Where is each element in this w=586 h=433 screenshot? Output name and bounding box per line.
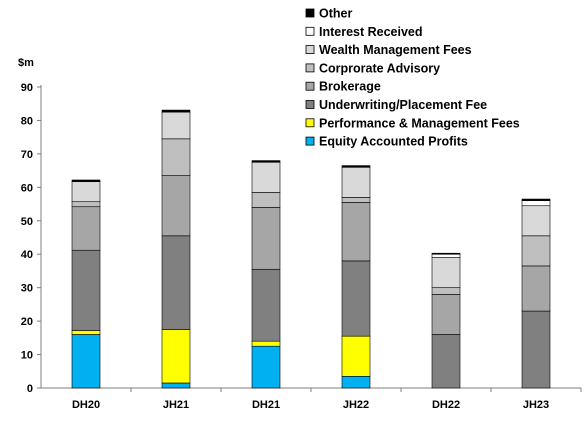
legend-label: Other (319, 7, 352, 21)
legend-swatch (305, 100, 315, 109)
y-tick-label: 30 (21, 283, 33, 295)
y-tick-label: 20 (21, 316, 33, 328)
legend-label: Brokerage (319, 80, 381, 94)
x-tick-label: DH21 (252, 399, 280, 411)
bar-segment (71, 334, 101, 389)
x-tick-label: JH22 (343, 399, 369, 411)
y-tick-label: 80 (21, 115, 33, 127)
bar-segment (341, 166, 371, 198)
bar-segment (71, 181, 101, 203)
bar-segment (251, 345, 281, 389)
y-tick-label: 0 (27, 383, 33, 395)
legend-swatch (305, 26, 315, 36)
bar-segment (341, 375, 371, 389)
bar-segment (341, 202, 371, 262)
x-tick-label: JH23 (523, 399, 549, 411)
bar-segment (521, 205, 551, 237)
bar-segment (161, 111, 191, 140)
legend-swatch (305, 8, 315, 18)
y-tick-label: 90 (21, 82, 33, 94)
x-tick-label: DH20 (72, 399, 100, 411)
bar-segment (71, 201, 101, 208)
bar-segment (251, 161, 281, 193)
legend-swatch (305, 118, 315, 128)
x-tick-label: DH22 (432, 399, 460, 411)
y-tick-group: 0 10 20 30 40 50 60 70 80 90 (21, 82, 41, 395)
bar-segment (431, 287, 461, 295)
bar-segment (161, 175, 191, 237)
bar-segment (431, 334, 461, 389)
x-tick-group: DH20 JH21 DH21 JH22 DH22 JH23 (72, 388, 582, 411)
bar-segment (71, 179, 101, 182)
bar-segment (521, 235, 551, 267)
legend-label: Performance & Management Fees (319, 116, 520, 130)
bar-segment (161, 138, 191, 176)
bar-segment (71, 330, 101, 335)
legend-swatch (305, 63, 315, 73)
legend-swatch (305, 81, 315, 91)
bar-group (71, 109, 551, 389)
bar-segment (251, 192, 281, 208)
bar-segment (341, 335, 371, 377)
bar-segment (161, 109, 191, 113)
bar-segment (161, 382, 191, 389)
bar-segment (341, 165, 371, 168)
bar-segment (431, 257, 461, 288)
legend-swatch (305, 136, 315, 146)
bar-segment (341, 197, 371, 203)
y-tick-label: 60 (21, 182, 33, 194)
bar-segment (251, 268, 281, 342)
bar-segment (251, 160, 281, 163)
bar-segment (521, 310, 551, 389)
bar-segment (251, 207, 281, 270)
y-tick-label: 40 (21, 249, 33, 261)
legend-label: Interest Received (319, 25, 423, 39)
bar-segment (431, 253, 461, 258)
legend: Other Interest Received Wealth Management … (305, 7, 520, 149)
bar-segment (341, 260, 371, 337)
legend-label: Equity Accounted Profits (319, 135, 468, 149)
bar-segment (431, 252, 461, 255)
bar-segment (521, 265, 551, 312)
bar-segment (71, 249, 101, 331)
x-tick-label: JH21 (163, 399, 189, 411)
bar-segment (431, 294, 461, 335)
bar-segment (521, 198, 551, 202)
y-tick-label: 10 (21, 350, 33, 362)
y-axis-unit-label: $m (18, 57, 34, 69)
legend-label: Underwriting/Placement Fee (319, 98, 487, 112)
bar-segment (71, 206, 101, 251)
y-tick-label: 70 (21, 149, 33, 161)
bar-segment (161, 329, 191, 384)
bar-segment (251, 340, 281, 347)
bar-segment (161, 235, 191, 330)
bar-segment (521, 200, 551, 207)
y-tick-label: 50 (21, 216, 33, 228)
legend-label: Corprorate Advisory (319, 61, 440, 75)
legend-label: Wealth Management Fees (319, 43, 472, 57)
legend-swatch (305, 45, 315, 54)
